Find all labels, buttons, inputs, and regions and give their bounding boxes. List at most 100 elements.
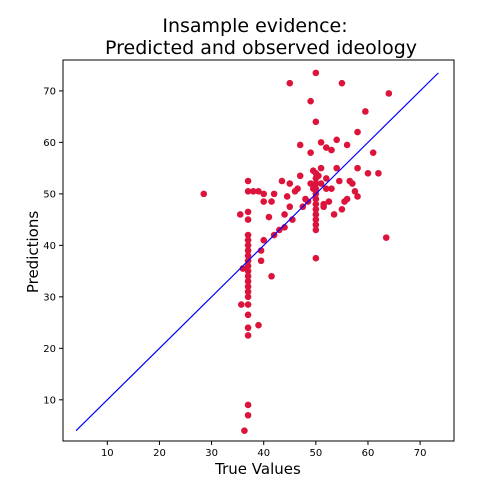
data-point (354, 193, 361, 200)
data-point (382, 234, 390, 241)
data-point (343, 141, 351, 149)
x-tick-label: 50 (309, 448, 322, 459)
y-tick-label: 20 (43, 344, 56, 355)
data-point (249, 187, 257, 195)
data-point (362, 108, 369, 115)
data-point (244, 401, 252, 409)
data-point (296, 172, 304, 180)
plot-area (75, 69, 439, 435)
data-point (260, 236, 268, 244)
data-point (257, 257, 265, 265)
data-point (200, 190, 208, 198)
data-point (312, 185, 320, 193)
data-point (296, 141, 304, 149)
data-point (312, 254, 320, 262)
data-point (312, 216, 320, 223)
data-point (312, 226, 320, 234)
data-point (312, 180, 320, 187)
data-point (330, 211, 338, 218)
data-point (307, 149, 314, 156)
data-point (343, 195, 351, 203)
data-point (244, 208, 252, 216)
data-point (244, 242, 252, 249)
plot-frame (62, 59, 455, 442)
data-point (312, 200, 320, 208)
data-point (328, 185, 335, 193)
x-tick-label: 20 (153, 448, 166, 459)
data-point (244, 272, 252, 280)
data-point (244, 332, 252, 339)
y-tick-label: 40 (43, 241, 56, 252)
data-point (260, 190, 268, 198)
data-point (320, 203, 327, 211)
data-point (244, 311, 252, 319)
data-point (312, 69, 320, 77)
data-point (307, 97, 314, 105)
data-point (312, 221, 320, 229)
data-point (317, 164, 325, 172)
data-point (244, 177, 252, 185)
data-point (286, 203, 294, 211)
data-point (268, 198, 275, 205)
data-point (312, 195, 320, 203)
y-axis-label: Predictions (24, 211, 42, 294)
data-point (244, 187, 252, 195)
data-point (338, 79, 346, 87)
data-point (328, 146, 335, 154)
data-point (317, 180, 325, 187)
data-point (322, 185, 330, 193)
data-point (244, 288, 252, 295)
data-point (260, 198, 268, 205)
x-axis-label: True Values (214, 460, 301, 478)
data-point (244, 293, 252, 301)
chart-title-line-2: Predicted and observed ideology (105, 37, 417, 59)
y-tick-label: 60 (43, 138, 56, 149)
data-point (244, 231, 252, 239)
x-tick-label: 10 (101, 448, 114, 459)
data-point (244, 324, 252, 332)
x-tick-label: 60 (362, 448, 375, 459)
data-point (354, 128, 361, 136)
data-point (244, 216, 252, 223)
data-point (315, 172, 322, 180)
data-point (369, 149, 377, 156)
data-point (244, 267, 252, 275)
data-point (375, 169, 382, 177)
data-point (312, 118, 320, 126)
data-point (255, 187, 262, 195)
data-point (286, 180, 294, 187)
data-point (307, 180, 314, 187)
data-point (281, 211, 288, 218)
data-point (244, 262, 252, 270)
data-point (333, 164, 341, 172)
x-tick-label: 30 (205, 448, 218, 459)
data-point (325, 198, 333, 205)
data-point (286, 79, 294, 87)
data-point (312, 206, 320, 213)
data-point (333, 136, 341, 144)
y-tick-label: 50 (43, 189, 56, 200)
data-point (241, 427, 248, 435)
data-point (237, 301, 245, 308)
data-point (322, 175, 330, 182)
data-point (354, 164, 361, 172)
data-point (244, 411, 252, 419)
data-point (278, 177, 286, 185)
data-point (265, 213, 273, 221)
y-tick-label: 70 (43, 86, 56, 97)
data-point (270, 190, 278, 198)
data-point (338, 206, 346, 213)
data-point (244, 252, 252, 259)
data-point (244, 247, 252, 254)
data-point (236, 211, 244, 218)
chart-title-line-1: Insample evidence: (162, 15, 347, 37)
x-tick-label: 40 (257, 448, 270, 459)
y-tick-label: 10 (43, 395, 56, 406)
data-point (268, 272, 275, 280)
data-point (349, 180, 356, 187)
data-point (283, 193, 291, 200)
data-point (317, 139, 325, 146)
data-point (336, 177, 343, 185)
